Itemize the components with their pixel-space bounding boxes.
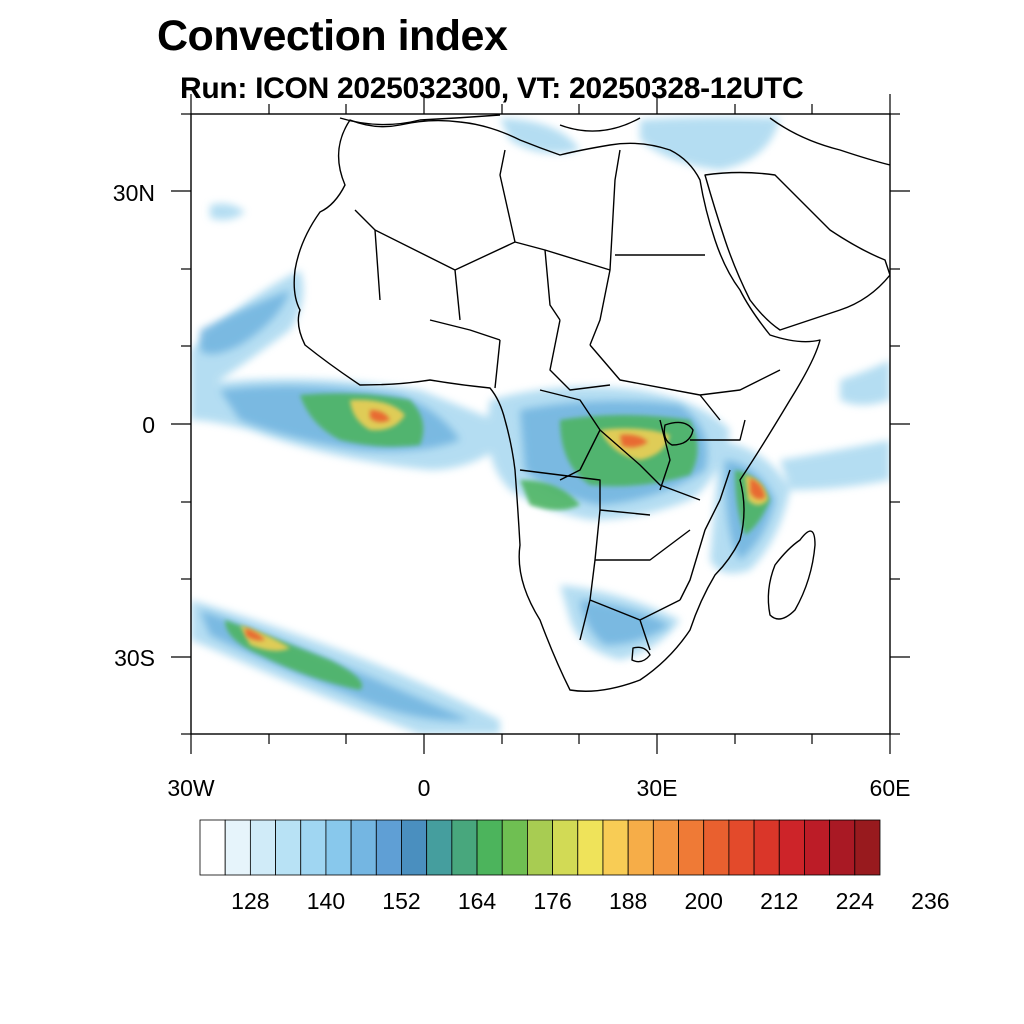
colorbar-swatch	[350, 819, 377, 876]
colorbar-swatch	[829, 819, 856, 876]
colorbar-swatch	[401, 819, 428, 876]
colorbar-swatch	[476, 819, 503, 876]
colorbar-tick-label: 164	[457, 888, 497, 914]
colorbar-swatch	[678, 819, 705, 876]
lon-label-0: 0	[417, 775, 431, 801]
colorbar-swatch	[275, 819, 302, 876]
colorbar-tick-label: 176	[533, 888, 572, 914]
chart-title: Convection index	[157, 12, 508, 60]
colorbar-swatch	[501, 819, 528, 876]
colorbar-swatch	[249, 819, 276, 876]
lat-label-30n: 30N	[112, 180, 155, 206]
colorbar-tick-label: 200	[684, 888, 723, 914]
colorbar-swatch	[325, 819, 352, 876]
colorbar-swatch	[224, 819, 251, 876]
colorbar-swatch	[854, 819, 881, 876]
colorbar	[199, 819, 881, 876]
colorbar-swatch	[426, 819, 453, 876]
colorbar-tick-label: 236	[911, 888, 950, 914]
colorbar-swatch	[652, 819, 679, 876]
tick-marks	[171, 94, 910, 754]
colorbar-swatch	[300, 819, 327, 876]
colorbar-tick-label: 128	[231, 888, 270, 914]
colorbar-swatch	[753, 819, 780, 876]
coastlines-borders	[293, 114, 890, 692]
colorbar-swatch	[703, 819, 730, 876]
lon-label-30w: 30W	[167, 775, 215, 801]
colorbar-tick-label: 224	[835, 888, 874, 914]
lat-label-30s: 30S	[114, 645, 155, 671]
colorbar-swatch	[552, 819, 579, 876]
colorbar-swatch	[577, 819, 604, 876]
lat-label-0: 0	[142, 412, 155, 438]
colorbar-swatch	[451, 819, 478, 876]
chart-subtitle: Run: ICON 2025032300, VT: 20250328-12UTC	[180, 72, 804, 105]
colorbar-tick-label: 152	[382, 888, 421, 914]
colorbar-swatch	[778, 819, 805, 876]
colorbar-swatch	[804, 819, 831, 876]
lon-label-30e: 30E	[636, 775, 678, 801]
colorbar-swatch	[527, 819, 553, 876]
colorbar-swatch	[602, 819, 629, 876]
convection-field	[191, 116, 890, 734]
colorbar-swatch	[627, 819, 654, 876]
colorbar-swatch	[375, 819, 402, 876]
colorbar-tick-label: 188	[608, 888, 648, 914]
colorbar-swatch	[199, 819, 226, 876]
colorbar-tick-label: 212	[760, 888, 799, 914]
colorbar-tick-label: 140	[306, 888, 346, 914]
lon-label-60e: 60E	[869, 775, 911, 801]
colorbar-swatch	[728, 819, 755, 876]
